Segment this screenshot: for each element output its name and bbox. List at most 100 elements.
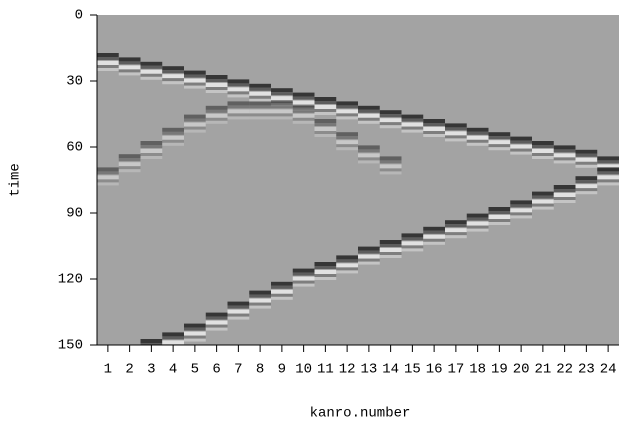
wavelet — [553, 185, 576, 189]
x-tick-label: 13 — [360, 362, 377, 378]
x-tick-label: 11 — [317, 362, 334, 378]
wavelet — [314, 277, 337, 280]
wavelet — [205, 120, 228, 124]
wavelet — [423, 127, 445, 131]
wavelet — [488, 136, 511, 140]
wavelet — [488, 219, 511, 222]
wavelet — [140, 141, 163, 145]
wavelet — [314, 119, 337, 123]
wavelet — [118, 57, 141, 62]
wavelet — [423, 131, 445, 134]
wavelet — [532, 203, 554, 207]
wavelet — [249, 91, 271, 96]
wavelet — [466, 217, 489, 221]
wavelet — [314, 112, 337, 115]
wavelet — [336, 144, 358, 148]
wavelet — [271, 293, 293, 297]
wavelet — [445, 135, 467, 139]
wavelet — [118, 69, 141, 73]
wavelet — [292, 280, 315, 284]
wavelet — [401, 237, 424, 241]
wavelet — [532, 191, 554, 196]
wavelet — [249, 116, 271, 120]
wavelet — [140, 73, 163, 77]
x-tick-label: 21 — [534, 362, 551, 378]
wavelet — [510, 215, 532, 219]
wavelet — [466, 127, 489, 132]
wavelet — [205, 327, 228, 331]
wavelet — [401, 248, 424, 252]
wavelet — [532, 156, 554, 159]
wavelet — [575, 164, 598, 168]
wavelet — [401, 118, 424, 122]
wavelet — [379, 252, 402, 255]
wavelet — [379, 240, 402, 244]
wavelet — [553, 160, 576, 164]
wavelet — [118, 61, 141, 65]
wavelet — [575, 180, 598, 184]
wavelet — [249, 87, 271, 91]
wavelet — [336, 132, 358, 137]
wavelet — [227, 83, 250, 87]
wavelet — [336, 140, 358, 145]
wavelet — [184, 122, 206, 127]
x-tick-label: 23 — [578, 362, 595, 378]
wavelet — [510, 151, 532, 155]
wavelet — [162, 336, 184, 340]
wavelet — [118, 169, 141, 173]
wavelet — [184, 70, 206, 75]
wavelet — [162, 70, 184, 74]
wavelet — [205, 90, 228, 93]
wavelet — [575, 161, 598, 165]
wavelet — [205, 324, 228, 328]
wavelet — [445, 220, 467, 225]
wavelet — [510, 204, 532, 208]
wavelet — [597, 182, 619, 186]
x-tick-label: 8 — [256, 362, 264, 378]
wavelet — [249, 305, 271, 309]
x-tick-label: 14 — [382, 362, 399, 378]
wavelet — [271, 88, 293, 93]
wavelet — [292, 100, 315, 105]
y-tick-label: 30 — [66, 74, 83, 90]
wavelet — [97, 57, 119, 60]
wavelet — [292, 92, 315, 97]
wavelet — [140, 65, 163, 69]
wavelet — [271, 92, 293, 96]
wavelet — [271, 296, 293, 300]
wavelet — [336, 147, 358, 151]
wavelet — [336, 255, 358, 260]
wavelet — [140, 145, 163, 148]
wavelet — [466, 135, 489, 140]
wavelet — [358, 261, 380, 265]
wavelet — [227, 101, 250, 106]
wavelet — [97, 182, 119, 186]
wavelet — [336, 267, 358, 271]
y-axis-label: time — [8, 163, 24, 197]
wavelet — [97, 171, 119, 175]
x-tick-label: 18 — [469, 362, 486, 378]
wavelet — [575, 184, 598, 189]
wavelet — [97, 65, 119, 68]
wavelet — [423, 119, 445, 123]
wavelet — [184, 126, 206, 130]
wavelet — [358, 109, 380, 113]
wavelet — [249, 302, 271, 306]
wavelet — [271, 101, 293, 106]
wavelet — [314, 262, 337, 266]
wavelet — [162, 78, 184, 82]
wavelet — [379, 255, 402, 258]
wavelet — [205, 117, 228, 121]
wavelet — [205, 87, 228, 90]
wavelet — [118, 162, 141, 167]
wavelet — [358, 258, 380, 262]
x-tick-label: 3 — [147, 362, 155, 378]
wavelet — [205, 109, 228, 113]
wavelet — [314, 266, 337, 269]
wavelet — [292, 276, 315, 281]
wavelet — [445, 131, 467, 136]
wavelet — [140, 153, 163, 156]
wavelet — [553, 200, 576, 203]
wavelet — [488, 207, 511, 211]
wavelet — [358, 105, 380, 110]
